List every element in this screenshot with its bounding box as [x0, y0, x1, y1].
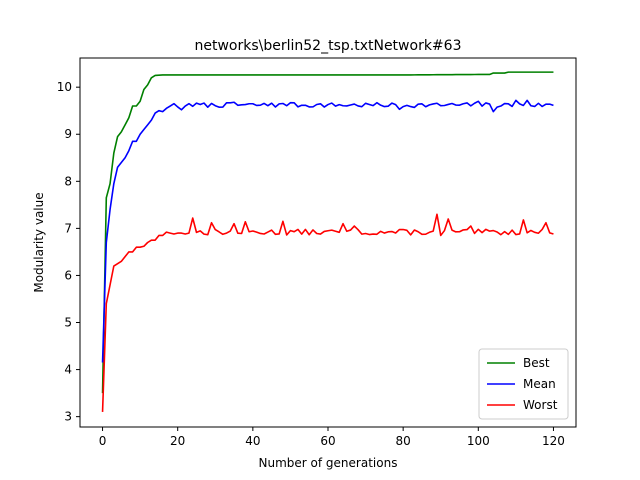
series-line-mean	[101, 99, 554, 363]
y-tick-label: 3	[64, 410, 72, 424]
chart-title: networks\berlin52_tsp.txtNetwork#63	[195, 38, 462, 54]
y-axis: 3 4 5 6 7 8 9 10	[57, 80, 80, 424]
x-tick-label: 60	[320, 434, 335, 448]
x-axis: 0 20 40 60 80 100 120	[99, 427, 565, 448]
y-tick-label: 5	[64, 316, 72, 330]
y-tick-label: 10	[57, 80, 72, 94]
legend-box	[478, 348, 569, 420]
legend-label-mean: Mean	[523, 377, 556, 391]
legend-label-best: Best	[523, 356, 550, 370]
x-tick-label: 100	[467, 434, 490, 448]
x-tick-label: 40	[245, 434, 260, 448]
x-tick-label: 0	[99, 434, 107, 448]
y-axis-label: Modularity value	[32, 192, 46, 292]
y-tick-label: 7	[64, 221, 72, 235]
y-tick-label: 9	[64, 127, 72, 141]
y-tick-label: 4	[64, 363, 72, 377]
plot-area	[101, 71, 554, 412]
x-tick-label: 20	[170, 434, 185, 448]
y-tick-label: 6	[64, 268, 72, 282]
x-axis-label: Number of generations	[259, 456, 398, 470]
x-tick-label: 120	[542, 434, 565, 448]
series-line-best	[101, 71, 554, 394]
x-tick-label: 80	[396, 434, 411, 448]
y-tick-label: 8	[64, 174, 72, 188]
series-line-worst	[101, 213, 554, 412]
legend-label-worst: Worst	[523, 398, 558, 412]
legend: Best Mean Worst	[478, 348, 569, 420]
